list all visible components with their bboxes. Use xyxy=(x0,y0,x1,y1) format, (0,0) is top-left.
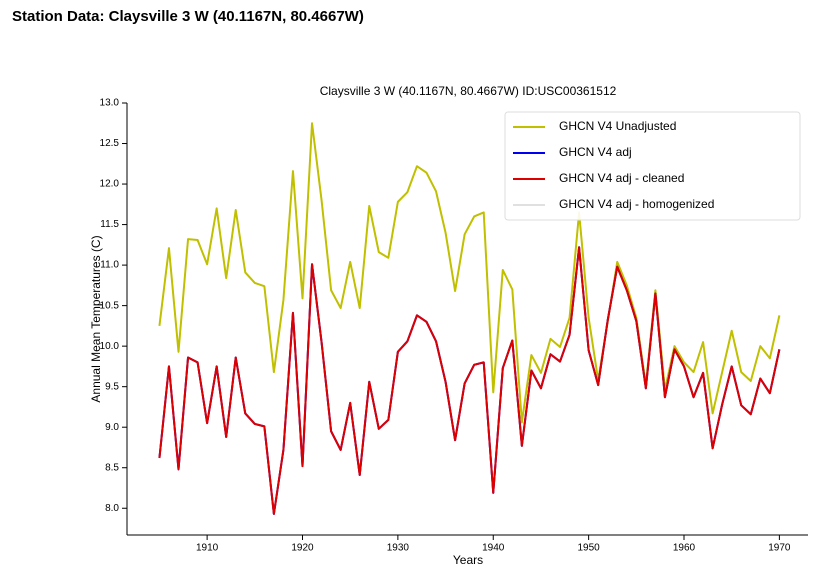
chart-title: Claysville 3 W (40.1167N, 80.4667W) ID:U… xyxy=(320,84,617,98)
series-line xyxy=(158,246,781,515)
legend-label: GHCN V4 adj - homogenized xyxy=(559,197,714,211)
x-axis-label: Years xyxy=(453,553,483,567)
y-tick-label: 13.0 xyxy=(100,98,120,109)
x-tick-label: 1970 xyxy=(768,543,791,554)
x-tick-label: 1960 xyxy=(673,543,696,554)
series-line xyxy=(158,246,781,515)
y-tick-label: 12.5 xyxy=(100,138,120,149)
legend-label: GHCN V4 Unadjusted xyxy=(559,119,676,133)
y-tick-label: 11.5 xyxy=(100,219,119,230)
x-tick-label: 1920 xyxy=(291,543,314,554)
y-tick-label: 8.5 xyxy=(105,462,119,473)
y-tick-label: 8.0 xyxy=(105,503,119,514)
y-tick-label: 9.5 xyxy=(105,381,119,392)
x-tick-label: 1930 xyxy=(387,543,410,554)
y-tick-label: 10.5 xyxy=(100,300,120,311)
x-tick-label: 1940 xyxy=(482,543,505,554)
y-tick-label: 9.0 xyxy=(105,422,119,433)
y-tick-label: 10.0 xyxy=(100,341,120,352)
x-tick-label: 1910 xyxy=(196,543,219,554)
x-tick-label: 1950 xyxy=(578,543,601,554)
series-line xyxy=(158,246,781,515)
legend-label: GHCN V4 adj xyxy=(559,145,632,159)
legend-box xyxy=(504,111,801,221)
page-title: Station Data: Claysville 3 W (40.1167N, … xyxy=(12,8,364,25)
legend-label: GHCN V4 adj - cleaned xyxy=(559,171,684,185)
y-axis-label: Annual Mean Temperatures (C) xyxy=(89,235,103,402)
series-line xyxy=(158,122,781,424)
y-tick-label: 11.0 xyxy=(100,260,119,271)
y-tick-label: 12.0 xyxy=(100,179,120,190)
